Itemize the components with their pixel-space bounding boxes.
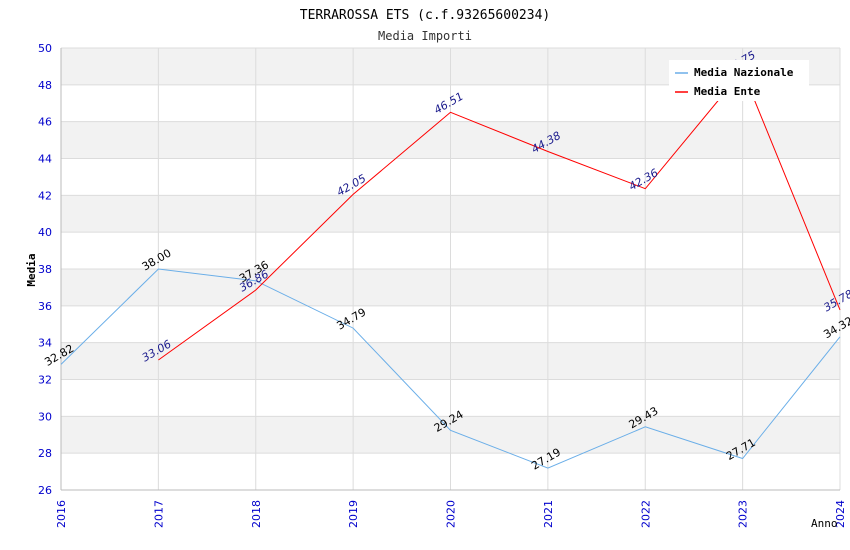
x-tick-label: 2023 [737,500,750,528]
y-tick-labels: 26 28 30 32 34 36 38 40 42 44 46 48 50 [38,42,52,497]
x-axis-label: Anno [811,517,838,530]
x-tick-label: 2018 [250,500,263,528]
y-tick-label: 44 [38,153,52,166]
y-tick-label: 48 [38,79,52,92]
y-tick-label: 36 [38,300,52,313]
y-tick-label: 28 [38,447,52,460]
x-tick-label: 2019 [347,500,360,528]
data-label: 46.51 [432,90,466,117]
y-tick-label: 42 [38,189,52,202]
chart-title: TERRAROSSA ETS (c.f.93265600234) [300,8,550,23]
y-tick-label: 32 [38,374,52,387]
x-tick-label: 2017 [152,500,165,528]
legend-label-media-ente: Media Ente [694,85,761,98]
chart-subtitle: Media Importi [378,29,472,43]
x-tick-label: 2016 [55,500,68,528]
x-tick-label: 2024 [834,500,847,528]
y-axis-label: Media [25,253,38,286]
legend-label-media-nazionale: Media Nazionale [694,66,794,79]
x-tick-labels: 2016 2017 2018 2019 2020 2021 2022 2023 2024 [55,500,847,528]
axes [60,48,840,491]
series-line-media-nazionale [60,268,841,469]
y-tick-label: 50 [38,42,52,55]
data-label: 34.79 [334,306,368,333]
y-tick-label: 30 [38,410,52,423]
legend-box [669,60,809,101]
y-tick-label: 34 [38,337,52,350]
y-tick-label: 38 [38,263,52,276]
legend: Media Nazionale Media Ente [669,60,809,101]
x-tick-label: 2020 [445,500,458,528]
x-tick-label: 2022 [639,500,652,528]
y-tick-label: 40 [38,226,52,239]
y-tick-label: 26 [38,484,52,497]
x-tick-label: 2021 [542,500,555,528]
y-tick-label: 46 [38,116,52,129]
grid-lines [60,47,841,491]
data-label: 42.36 [627,166,661,193]
data-label: 34.32 [821,314,850,341]
